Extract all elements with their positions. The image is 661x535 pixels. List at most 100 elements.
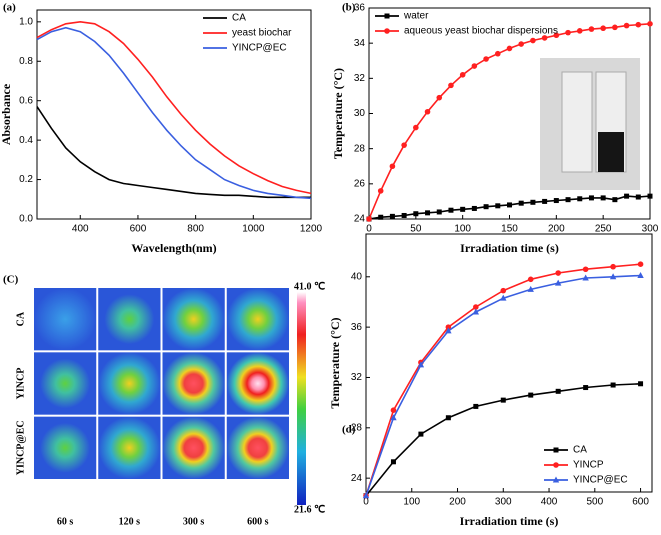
y-tick-label: 32 xyxy=(354,73,366,84)
column-label: 600 s xyxy=(247,516,269,527)
marker xyxy=(638,381,644,387)
marker xyxy=(635,21,642,28)
plot-frame xyxy=(365,233,653,493)
legend-marker xyxy=(552,476,560,483)
thermal-image xyxy=(34,352,97,415)
marker xyxy=(624,193,630,199)
marker xyxy=(390,414,397,421)
legend-label: CA xyxy=(232,13,246,24)
y-tick-label: 1.0 xyxy=(19,16,33,27)
series-line xyxy=(36,106,311,199)
marker xyxy=(494,50,501,57)
column-label: 120 s xyxy=(119,516,141,527)
marker xyxy=(459,72,466,78)
y-axis-label: Temperature (°C) xyxy=(328,317,342,408)
marker xyxy=(483,56,489,62)
panel-label: (C) xyxy=(3,274,19,286)
thermal-image xyxy=(98,416,161,479)
y-axis-label: Absorbance xyxy=(0,83,13,145)
marker xyxy=(425,210,431,216)
marker xyxy=(623,22,630,29)
y-tick-label: 0.6 xyxy=(19,95,33,106)
y-tick-label: 28 xyxy=(354,143,366,154)
thermal-image xyxy=(98,288,161,351)
marker xyxy=(542,198,548,204)
y-tick-label: 32 xyxy=(351,372,363,383)
marker xyxy=(635,194,641,200)
y-tick-label: 26 xyxy=(354,178,366,189)
colorbar xyxy=(297,292,306,505)
row-label: YINCP xyxy=(15,368,26,400)
marker xyxy=(637,272,644,279)
legend-label: water xyxy=(403,11,429,22)
marker xyxy=(612,197,618,203)
column-label: 60 s xyxy=(57,516,74,527)
marker xyxy=(436,209,442,215)
marker xyxy=(553,32,560,39)
x-tick-label: 600 xyxy=(130,224,147,235)
marker xyxy=(495,203,501,209)
x-tick-label: 300 xyxy=(495,497,512,508)
legend-label: yeast biochar xyxy=(232,28,292,39)
x-axis-label: Irradiation time (s) xyxy=(460,241,559,255)
marker xyxy=(445,324,452,330)
marker xyxy=(418,431,424,437)
marker xyxy=(448,207,454,213)
marker xyxy=(553,198,559,204)
thermal-image xyxy=(162,288,225,351)
x-tick-label: 400 xyxy=(541,497,558,508)
marker xyxy=(500,294,507,301)
marker xyxy=(362,492,370,499)
marker xyxy=(500,287,507,294)
marker xyxy=(366,216,372,222)
x-tick-label: 400 xyxy=(72,224,89,235)
marker xyxy=(637,261,644,268)
marker xyxy=(401,212,407,218)
marker xyxy=(471,205,477,211)
marker xyxy=(506,45,513,52)
legend-marker xyxy=(553,447,559,453)
y-tick-label: 0.8 xyxy=(19,56,33,67)
marker xyxy=(612,24,618,31)
marker xyxy=(507,202,512,208)
marker xyxy=(610,263,616,270)
x-tick-label: 300 xyxy=(642,224,659,235)
marker xyxy=(460,206,466,212)
x-tick-label: 150 xyxy=(501,224,518,235)
marker xyxy=(530,199,536,205)
marker xyxy=(600,25,606,32)
marker xyxy=(582,266,589,273)
marker xyxy=(390,407,397,413)
row-label: CA xyxy=(15,311,26,326)
plot-frame xyxy=(36,9,312,220)
marker xyxy=(518,41,525,47)
y-tick-label: 0.2 xyxy=(19,174,33,185)
marker xyxy=(565,197,571,203)
thermal-image xyxy=(34,288,97,351)
marker xyxy=(413,211,419,217)
panel-label: (a) xyxy=(3,2,16,14)
marker xyxy=(436,94,443,101)
legend-marker xyxy=(384,13,390,19)
x-tick-label: 200 xyxy=(449,497,466,508)
marker xyxy=(582,274,589,281)
x-tick-label: 100 xyxy=(454,224,471,235)
y-tick-label: 0.0 xyxy=(19,214,33,225)
x-tick-label: 200 xyxy=(548,224,565,235)
marker xyxy=(401,142,407,148)
y-tick-label: 30 xyxy=(354,108,366,119)
x-tick-label: 250 xyxy=(595,224,612,235)
thermal-image xyxy=(226,416,289,479)
marker xyxy=(445,327,452,334)
thermal-image xyxy=(34,416,97,479)
x-tick-label: 0 xyxy=(363,497,369,508)
thermal-image xyxy=(226,352,289,415)
marker xyxy=(576,28,583,34)
marker xyxy=(471,63,478,69)
legend-label: CA xyxy=(573,445,587,456)
marker xyxy=(483,204,489,210)
x-tick-label: 1000 xyxy=(242,224,265,235)
marker xyxy=(448,82,454,89)
column-label: 300 s xyxy=(183,516,205,527)
x-tick-label: 1200 xyxy=(300,224,323,235)
